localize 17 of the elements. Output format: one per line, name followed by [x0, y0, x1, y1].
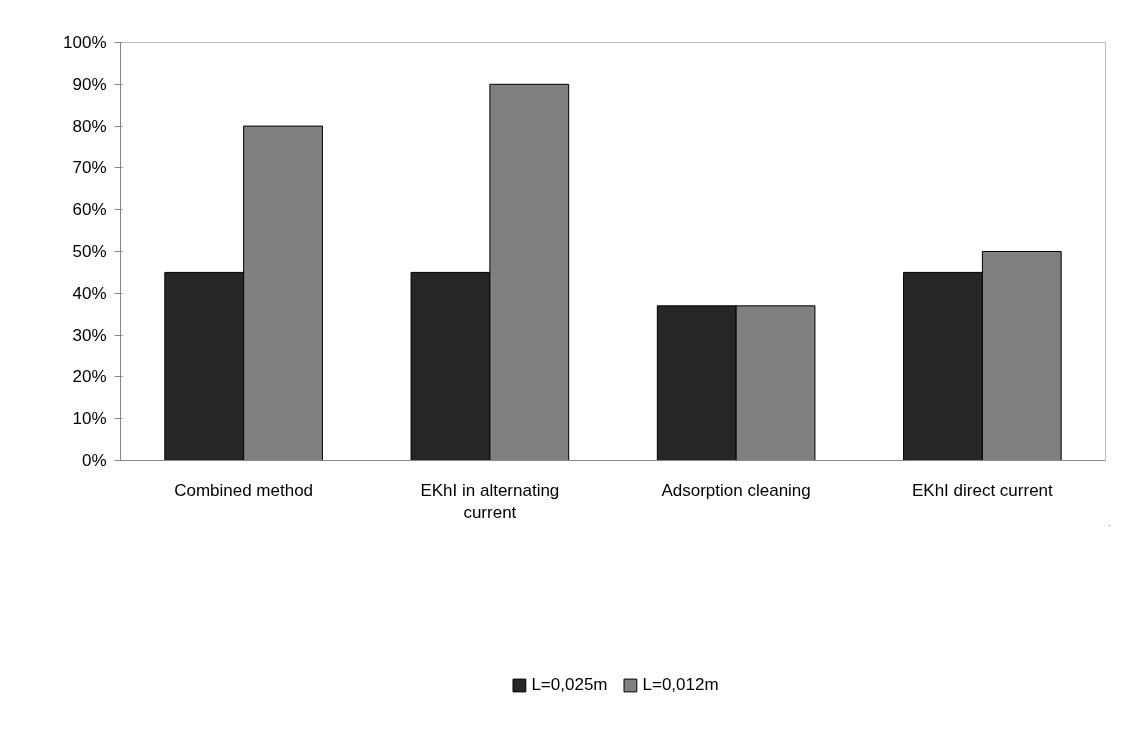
y-tick-label: 80% — [72, 116, 107, 136]
y-tick-label: 0% — [81, 451, 107, 470]
y-tick-label: 30% — [72, 325, 107, 345]
y-tick-label: 90% — [72, 74, 107, 94]
legend-label: L=0,025m — [531, 675, 608, 695]
x-tick-label: EKhI in alternating current — [420, 480, 560, 523]
x-tick-label: Adsorption cleaning — [661, 480, 811, 500]
y-tick-label: 40% — [72, 283, 107, 303]
y-tick-label: 20% — [72, 367, 107, 387]
x-tick-label: EKhI direct current — [911, 480, 1054, 500]
y-tick-label: 100% — [63, 33, 107, 52]
legend-label: L=0,012m — [642, 675, 719, 695]
y-tick-label: 10% — [72, 409, 107, 429]
y-tick-label: 50% — [72, 242, 107, 261]
x-tick-label: Combined method — [174, 480, 314, 500]
y-tick-label: 70% — [72, 158, 107, 178]
y-tick-label: 60% — [72, 200, 107, 220]
